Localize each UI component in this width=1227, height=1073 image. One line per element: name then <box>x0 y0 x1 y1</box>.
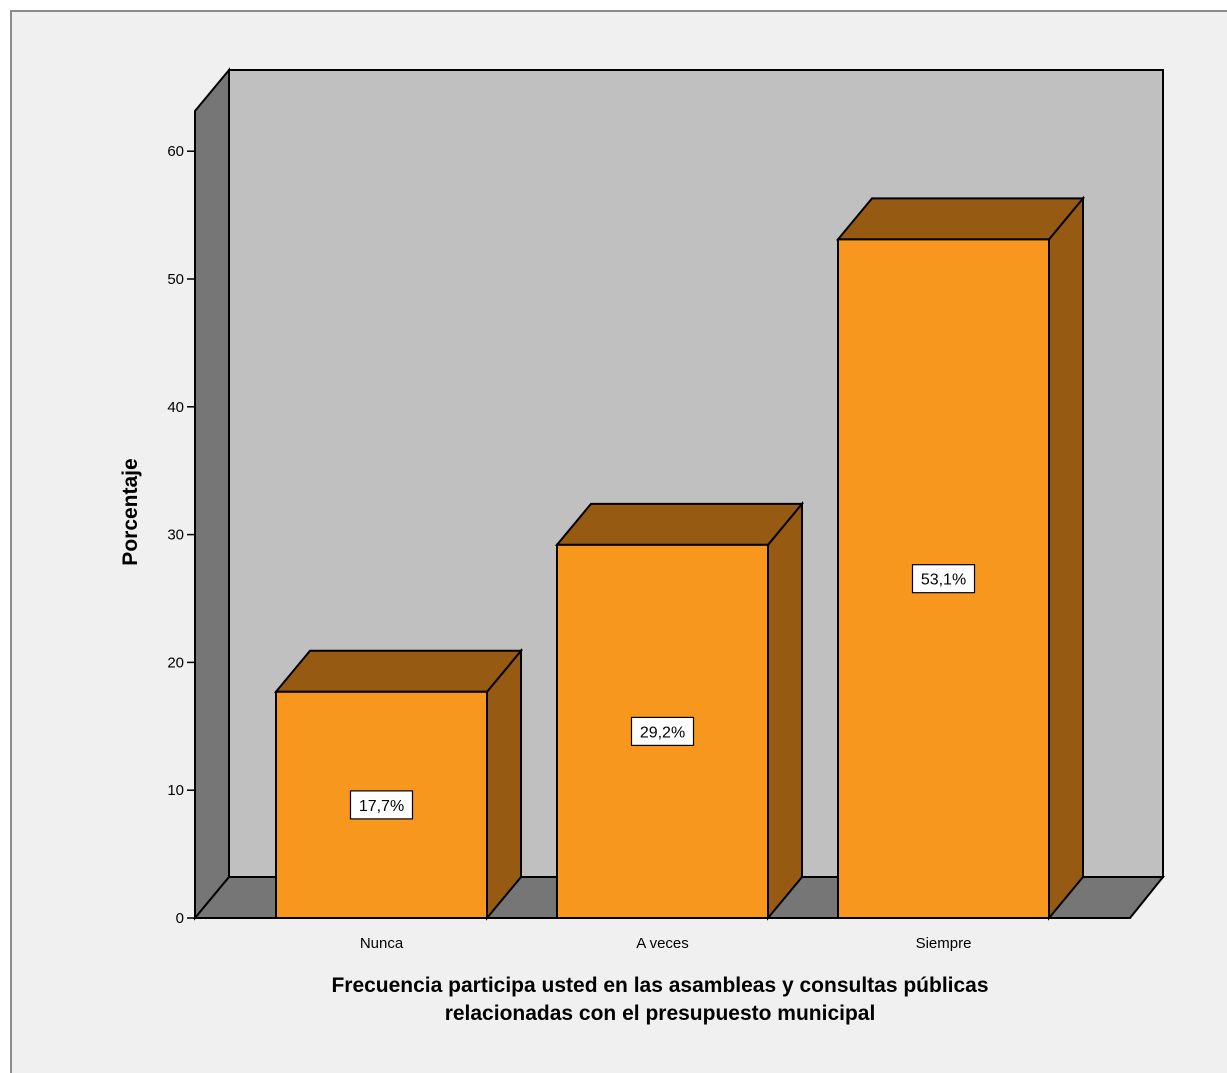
y-tick-label: 40 <box>167 399 184 416</box>
data-label: 29,2% <box>640 724 685 741</box>
bar-side <box>767 501 803 921</box>
y-tick-label: 50 <box>167 271 184 288</box>
y-tick-label: 10 <box>167 782 184 799</box>
bar-siempre: 53,1% <box>835 195 1086 921</box>
bar-top <box>835 197 1086 241</box>
y-tick-label: 20 <box>167 654 184 671</box>
x-tick-label: Nunca <box>360 935 404 952</box>
bar-side <box>1048 195 1084 921</box>
x-axis: Nunca A veces Siempre <box>360 935 972 952</box>
bars: 17,7% 29,2% 53,1% <box>273 195 1086 921</box>
x-tick-label: Siempre <box>916 935 972 952</box>
bar-front <box>837 238 1050 919</box>
bar-a-veces: 29,2% <box>554 501 805 921</box>
y-tick-label: 30 <box>167 527 184 544</box>
x-axis-title-line-2: relacionadas con el presupuesto municipa… <box>445 1002 876 1025</box>
data-label-box <box>911 564 976 594</box>
y-tick-label: 60 <box>167 143 184 160</box>
data-label-box <box>630 716 695 747</box>
x-tick-label: A veces <box>636 935 689 952</box>
bar-top <box>554 502 805 546</box>
bar-top <box>273 649 524 693</box>
y-axis: 0 10 20 30 40 50 60 <box>167 111 196 927</box>
data-label-box <box>349 790 414 820</box>
bar-side <box>486 648 522 921</box>
y-axis-title: Porcentaje <box>119 458 142 565</box>
x-axis-title-line-1: Frecuencia participa usted en las asambl… <box>331 974 988 997</box>
data-label: 53,1% <box>921 572 966 589</box>
side-wall <box>194 67 230 921</box>
bar-nunca: 17,7% <box>273 648 524 921</box>
y-tick-label: 0 <box>176 910 184 927</box>
data-label: 17,7% <box>359 798 404 815</box>
